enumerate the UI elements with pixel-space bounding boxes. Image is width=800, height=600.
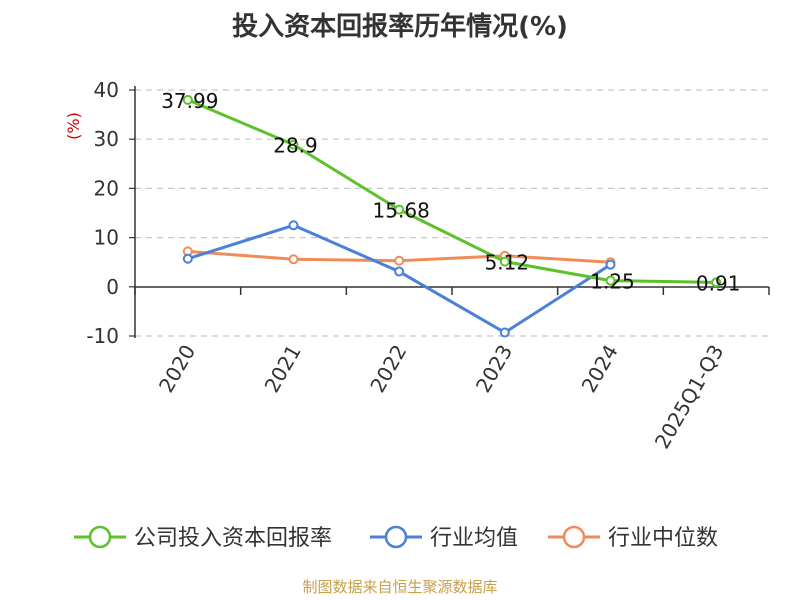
y-tick-label: 20 [94, 176, 119, 200]
series-lines [182, 94, 722, 338]
data-point [288, 139, 299, 150]
y-tick-label: 0 [106, 275, 119, 299]
data-point [499, 327, 510, 338]
data-label: 15.68 [373, 199, 430, 223]
data-label: 28.9 [273, 134, 318, 158]
x-tick-label: 2024 [577, 341, 623, 397]
data-labels: 37.99 28.9 15.68 5.12 1.25 0.91 [161, 89, 740, 295]
legend: 公司投入资本回报率 行业均值 行业中位数 [74, 525, 718, 551]
axes [134, 86, 770, 338]
data-point [605, 259, 616, 270]
data-point [394, 255, 405, 266]
data-label: 5.12 [485, 251, 530, 275]
data-point [711, 277, 722, 288]
legend-marker [562, 525, 586, 549]
legend-label: 公司投入资本回报率 [134, 526, 332, 551]
data-label: 37.99 [161, 89, 218, 113]
data-point [394, 266, 405, 277]
data-point [182, 94, 193, 105]
data-label: 0.91 [696, 271, 741, 295]
x-tick-label: 2022 [365, 341, 411, 397]
x-tick-label: 2020 [154, 341, 200, 397]
data-point [394, 204, 405, 215]
legend-label: 行业中位数 [608, 526, 718, 551]
x-tick-label: 2021 [260, 341, 306, 397]
y-tick-label: 40 [94, 78, 119, 102]
data-point [499, 256, 510, 267]
y-tick-labels: 40 30 20 10 0 -10 [86, 78, 135, 348]
x-tick-label: 2023 [471, 341, 517, 397]
y-axis-label: (%) [64, 112, 83, 140]
data-point [288, 254, 299, 265]
data-point [288, 220, 299, 231]
series-line [187, 98, 717, 284]
y-tick-label: -10 [86, 324, 119, 348]
chart-title: 投入资本回报率历年情况(%) [232, 12, 568, 42]
y-tick-label: 10 [94, 226, 119, 250]
legend-marker [88, 525, 112, 549]
y-tick-label: 30 [94, 127, 119, 151]
data-point [605, 275, 616, 286]
data-source-note: 制图数据来自恒生聚源数据库 [302, 578, 498, 596]
x-tick-label: 2025Q1-Q3 [650, 341, 729, 453]
series-line [187, 223, 612, 335]
legend-label: 行业均值 [430, 526, 518, 551]
x-tick-labels: 2020 2021 2022 2023 2024 2025Q1-Q3 [154, 341, 729, 453]
grid-lines [135, 89, 769, 337]
data-point [182, 253, 193, 264]
data-label: 1.25 [590, 270, 635, 294]
legend-marker [384, 525, 408, 549]
